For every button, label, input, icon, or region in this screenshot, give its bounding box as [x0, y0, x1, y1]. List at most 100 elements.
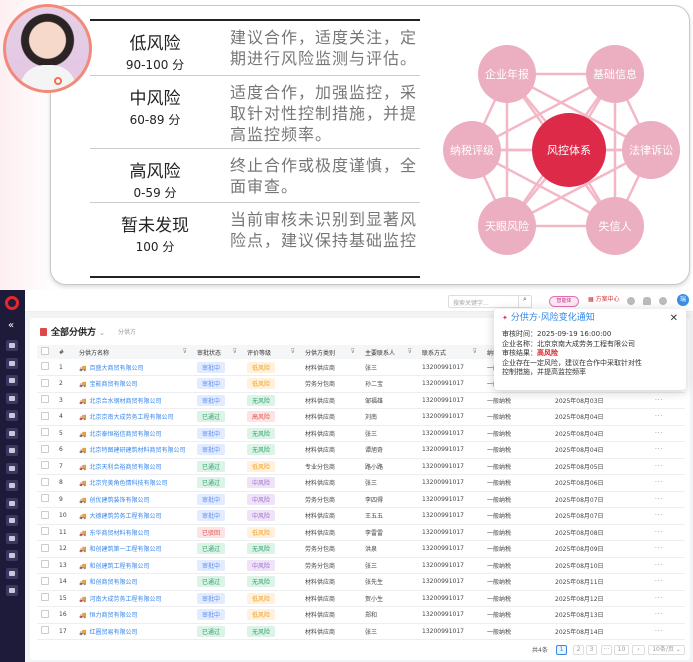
filter-icon[interactable]: ⊽ — [350, 348, 355, 355]
table-row[interactable]: 3 🚚 北京合水钢材商贸有限公司 审批中 无风险 材料供应商 邹福雄 132009… — [37, 392, 685, 409]
row-checkbox[interactable] — [41, 626, 49, 635]
more-actions-icon[interactable]: ··· — [655, 627, 664, 635]
supplier-name-link[interactable]: 宝能商贸有限公司 — [89, 381, 138, 389]
table-row[interactable]: 11 🚚 东华商贸材料有限公司 已驳回 低风险 材料供应商 李雷雷 1320099… — [37, 524, 685, 541]
row-checkbox[interactable] — [41, 527, 49, 536]
next-page-button[interactable]: › — [632, 645, 645, 655]
filter-icon[interactable]: ⊽ — [182, 348, 187, 355]
supplier-name-link[interactable]: 东华商贸材料有限公司 — [89, 529, 150, 537]
column-header[interactable]: 分供方类别 ⊽ — [301, 345, 361, 359]
settings-nav-icon[interactable] — [6, 585, 18, 596]
building-nav-icon[interactable] — [6, 375, 18, 386]
search-input[interactable]: 搜索关键字... ⌕ — [448, 295, 532, 308]
page-button[interactable]: 10 — [614, 645, 629, 655]
table-row[interactable]: 14 🚚 和创商贸有限公司 已通过 无风险 材料供应商 张先生 132009910… — [37, 573, 685, 591]
supplier-name-link[interactable]: 和创建筑第一工程有限公司 — [89, 546, 162, 554]
edit-nav-icon[interactable] — [6, 497, 18, 509]
supplier-name-link[interactable]: 红圈贸易有限公司 — [89, 628, 138, 636]
column-header[interactable]: 主要联系人 ⊽ — [361, 345, 418, 359]
row-checkbox[interactable] — [41, 444, 49, 453]
more-actions-icon[interactable]: ··· — [655, 545, 664, 553]
select-all-checkbox[interactable] — [41, 347, 49, 355]
table-row[interactable]: 16 🚚 恒力商贸有限公司 审批中 低风险 材料供应商 郑和 1320099101… — [37, 606, 685, 624]
more-actions-icon[interactable]: ··· — [655, 396, 664, 404]
alert-nav-icon[interactable] — [6, 532, 18, 544]
supplier-name-link[interactable]: 河南大成劳务工程有限公司 — [89, 595, 162, 603]
row-checkbox[interactable] — [41, 593, 49, 602]
collapse-sidebar-icon[interactable]: « — [8, 320, 15, 331]
row-checkbox[interactable] — [41, 461, 49, 470]
row-checkbox[interactable] — [41, 609, 49, 618]
archive-nav-icon[interactable] — [6, 567, 18, 579]
org-chart-nav-icon[interactable] — [6, 392, 18, 404]
bell-icon[interactable] — [643, 297, 651, 305]
plan-center-button[interactable]: ▦ 方案中心 — [588, 296, 620, 304]
more-actions-icon[interactable]: ··· — [655, 578, 664, 586]
filter-icon[interactable]: ⊽ — [407, 348, 412, 355]
more-actions-icon[interactable]: ··· — [655, 462, 664, 470]
supplier-name-link[interactable]: 北京合水钢材商贸有限公司 — [89, 397, 162, 405]
filter-icon[interactable]: ⊽ — [290, 348, 295, 355]
row-checkbox[interactable] — [41, 543, 49, 552]
page-button[interactable]: ··· — [601, 645, 612, 655]
column-header[interactable]: 分供方名称 ⊽ — [75, 345, 193, 359]
row-checkbox[interactable] — [41, 411, 49, 420]
row-checkbox[interactable] — [41, 362, 49, 370]
close-icon[interactable]: ✕ — [669, 313, 678, 324]
column-header[interactable]: 评价等级 ⊽ — [243, 345, 301, 359]
table-row[interactable]: 4 🚚 北京京南大成劳务工程有限公司 已通过 高风险 材料供应商 刘南 13200… — [37, 408, 685, 426]
supplier-name-link[interactable]: 北京特图建研建筑材料商贸有限公司 — [89, 447, 186, 455]
table-row[interactable]: 12 🚚 和创建筑第一工程有限公司 已通过 无风险 劳务分包商 洪泉 132009… — [37, 540, 685, 558]
message-icon[interactable] — [627, 297, 635, 305]
page-title[interactable]: 全部分供方 ⌄ — [40, 325, 105, 338]
settings-icon[interactable] — [659, 297, 667, 305]
supplier-name-link[interactable]: 北京泰恒裕信商贸有限公司 — [89, 430, 162, 438]
more-actions-icon[interactable]: ··· — [655, 429, 664, 437]
supplier-name-link[interactable]: 百盛大商贸有限公司 — [89, 364, 144, 372]
column-header[interactable]: 审批状态 ⊽ — [193, 345, 243, 359]
table-row[interactable]: 10 🚚 大德建筑劳务工程有限公司 审批中 中风险 材料供应商 王五五 13200… — [37, 507, 685, 525]
supplier-name-link[interactable]: 大德建筑劳务工程有限公司 — [89, 513, 162, 521]
row-checkbox[interactable] — [41, 428, 49, 437]
search-icon[interactable]: ⌕ — [518, 295, 531, 308]
more-actions-icon[interactable]: ··· — [655, 413, 664, 421]
page-button[interactable]: 2 — [573, 645, 584, 655]
more-actions-icon[interactable]: ··· — [655, 528, 664, 536]
filter-icon[interactable]: ⊽ — [232, 348, 237, 355]
search-nav-icon[interactable] — [6, 340, 18, 351]
row-checkbox[interactable] — [41, 494, 49, 503]
file-nav-icon[interactable] — [6, 550, 18, 561]
table-row[interactable]: 17 🚚 红圈贸易有限公司 已通过 无风险 材料供应商 张三 1320099101… — [37, 623, 685, 640]
chevron-down-icon[interactable]: ⌄ — [99, 329, 106, 337]
contract-nav-icon[interactable] — [6, 445, 18, 456]
row-checkbox[interactable] — [41, 576, 49, 585]
more-actions-icon[interactable]: ··· — [655, 561, 664, 569]
more-actions-icon[interactable]: ··· — [655, 611, 664, 619]
column-header[interactable]: # — [55, 345, 75, 359]
table-row[interactable]: 6 🚚 北京特图建研建筑材料商贸有限公司 审批中 无风险 材料供应商 谭旭奇 13… — [37, 441, 685, 459]
supplier-name-link[interactable]: 恒力商贸有限公司 — [89, 612, 138, 620]
more-actions-icon[interactable]: ··· — [655, 479, 664, 487]
row-checkbox[interactable] — [41, 560, 49, 569]
more-actions-icon[interactable]: ··· — [655, 594, 664, 602]
report-nav-icon[interactable] — [6, 480, 18, 491]
supplier-name-link[interactable]: 北京京南大成劳务工程有限公司 — [89, 414, 174, 422]
user-avatar[interactable]: 瑞 — [677, 294, 689, 306]
supplier-name-link[interactable]: 北京天利合裕商贸有限公司 — [89, 463, 162, 471]
table-row[interactable]: 5 🚚 北京泰恒裕信商贸有限公司 审批中 无风险 材料供应商 张三 1320099… — [37, 425, 685, 442]
page-size-select[interactable]: 10条/页 ⌄ — [648, 645, 685, 655]
more-actions-icon[interactable]: ··· — [655, 495, 664, 503]
more-actions-icon[interactable]: ··· — [655, 446, 664, 454]
supplier-name-link[interactable]: 和创建筑工程有限公司 — [89, 562, 150, 570]
supplier-name-link[interactable]: 创优建筑装饰有限公司 — [89, 496, 150, 504]
table-row[interactable]: 8 🚚 北京完美角色情科技有限公司 已通过 中风险 材料供应商 张三 132009… — [37, 474, 685, 492]
table-row[interactable]: 15 🚚 河南大成劳务工程有限公司 审批中 低风险 材料供应商 贺小生 13200… — [37, 590, 685, 607]
document-nav-icon[interactable] — [6, 462, 18, 474]
column-header[interactable]: 联系方式 ⊽ — [418, 345, 483, 359]
more-actions-icon[interactable]: ··· — [655, 512, 664, 520]
ai-agent-button[interactable]: 智能体 — [549, 296, 579, 307]
table-row[interactable]: 9 🚚 创优建筑装饰有限公司 审批中 中风险 劳务分包商 李四得 13200991… — [37, 491, 685, 508]
home-nav-icon[interactable] — [6, 357, 18, 369]
row-checkbox[interactable] — [41, 378, 49, 387]
supplier-name-link[interactable]: 和创商贸有限公司 — [89, 579, 138, 587]
